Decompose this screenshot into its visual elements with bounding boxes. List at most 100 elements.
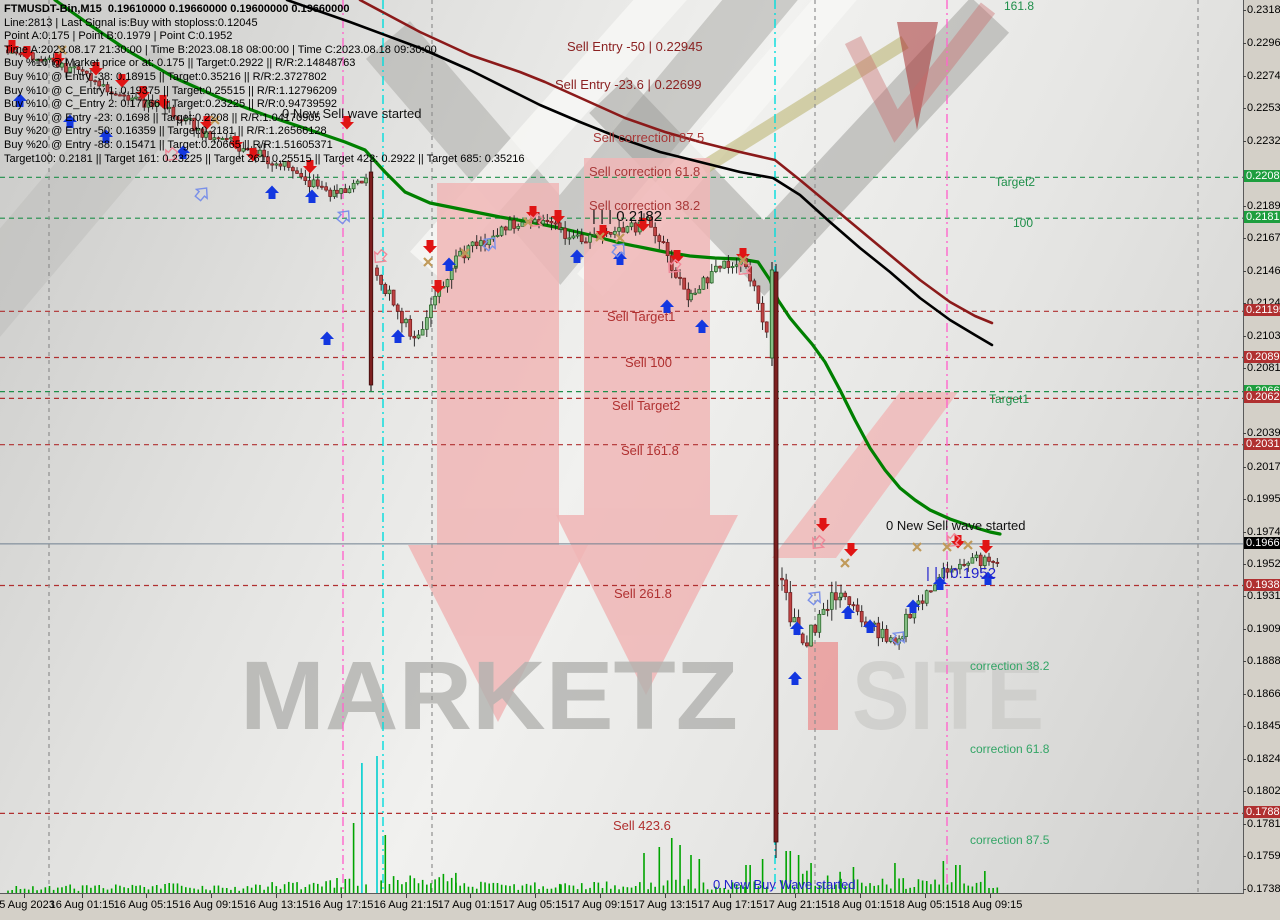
candle [625,226,630,233]
candle [89,73,93,81]
sell-arrow-icon [844,543,858,557]
candle [821,608,826,615]
candle [825,608,830,611]
price-tick-label: 0.19527 [1243,558,1280,570]
moving-averages [53,0,1002,536]
candle [109,91,114,95]
candle [395,304,400,312]
candle [633,222,638,233]
candle [429,304,433,319]
buy-arrow-icon [613,251,627,265]
candle [351,182,356,190]
candle [375,267,379,276]
entry-x-mark-icon [912,542,922,552]
candle [520,221,525,227]
candle [508,219,512,231]
candle [851,604,856,607]
signal-markers [5,40,995,685]
info-line: Point A:0.175 | Point B:0.1979 | Point C… [4,30,233,43]
sell-arrow-icon [20,46,34,60]
price-tick-label: 0.21891 [1243,200,1280,212]
watermark-brand-left: MARKETZ [240,641,738,750]
candle [416,334,421,339]
candle [196,128,201,131]
candle [470,241,475,247]
candle [383,283,388,294]
candle [262,149,266,158]
watermark-arrow-down-1 [408,183,588,722]
candle [420,329,425,336]
sell-arrow-icon [670,250,684,264]
candle [817,613,822,633]
candle [991,560,995,563]
sell-outline-arrow-icon [946,532,961,548]
info-line: Buy %10 @ C_Entry 1: 0.19375 || Target:0… [4,84,338,97]
info-line: Buy %20 @ Entry -88: 0.15471 || Target:0… [4,138,333,151]
entry-x-mark-icon [942,542,952,552]
time-tick-label: 16 Aug 13:15 [243,899,309,911]
time-tick [665,894,666,898]
candle [621,227,626,233]
candle [474,241,479,246]
candle [701,277,706,290]
candle [35,59,39,61]
buy-outline-arrow-icon [482,237,496,252]
sell-arrow-icon [431,280,445,294]
candle [541,220,545,225]
buy-arrow-icon [841,605,855,619]
chart-canvas[interactable]: MARKETZ SITE [0,0,1243,893]
candle [847,596,852,605]
ma-fast-green-line [53,0,1002,536]
sell-arrow-icon [5,40,19,54]
candle [208,131,213,140]
sell-arrow-icon [229,136,243,150]
candle [324,186,328,191]
candle [412,335,417,339]
buy-arrow-icon [265,185,279,199]
candle [908,613,912,619]
price-tick-label: 0.18026 [1243,785,1280,797]
buy-outline-arrow-icon [336,210,350,225]
candle [945,568,950,573]
candle [788,592,793,623]
time-tick [24,894,25,898]
crash-candle [773,271,779,843]
candle [987,556,991,562]
candle [653,226,657,237]
candle [76,66,81,70]
chart-plot-area[interactable]: MARKETZ SITE Sell Entry -50 | 0.22945 Sel… [0,0,1244,894]
candle [138,96,143,101]
candle [809,624,813,647]
candle [929,590,933,593]
candle [93,80,97,83]
candle [545,220,550,222]
ma-slow-black-line [285,0,994,347]
candle [266,156,270,165]
time-tick [211,894,212,898]
candle [839,592,843,598]
candle [360,180,364,184]
buy-arrow-icon [391,329,405,343]
price-tick-label: 0.19313 [1243,590,1280,602]
price-tick-label: 0.19098 [1243,623,1280,635]
entry-x-mark-icon [210,115,220,125]
candle [364,177,368,184]
candle [760,302,765,323]
price-tick-label: 0.21462 [1243,265,1280,277]
buy-arrow-icon [570,249,584,263]
candles [6,47,1000,858]
sell-arrow-icon [636,218,650,232]
time-tick-label: 17 Aug 05:15 [502,899,568,911]
time-tick [406,894,407,898]
info-line: FTMUSDT-Bin,M15 0.19610000 0.19660000 0.… [4,3,350,15]
sell-outline-arrow-icon [373,248,388,264]
buy-arrow-icon [99,129,113,143]
info-line: Time A:2023.08.17 21:30:00 | Time B:2023… [4,43,437,56]
candle [113,93,118,96]
candle [813,624,818,633]
price-tick-label: 0.23184 [1243,4,1280,16]
